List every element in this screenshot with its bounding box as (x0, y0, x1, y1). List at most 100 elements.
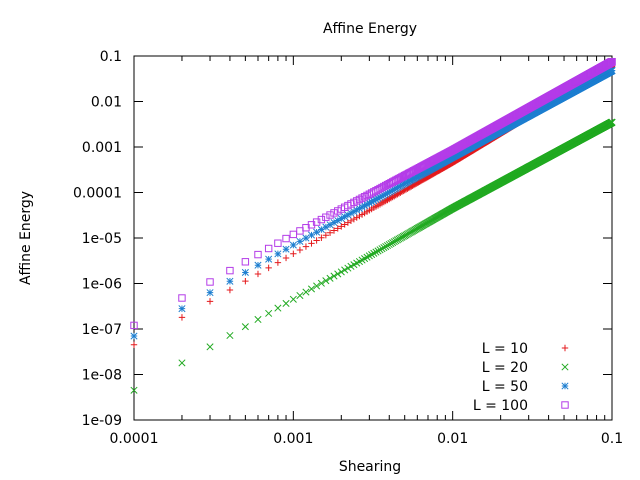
data-point (383, 189, 392, 197)
data-point (326, 229, 334, 237)
data-point (365, 199, 373, 207)
data-point (347, 209, 355, 217)
data-point (337, 215, 345, 223)
data-point (317, 226, 325, 234)
data-point (265, 264, 272, 272)
data-point (358, 203, 366, 211)
data-point (313, 282, 321, 290)
x-tick-label: 0.01 (437, 431, 468, 447)
data-point (313, 228, 321, 236)
series-4 (130, 57, 616, 330)
y-tick-label: 0.0001 (73, 186, 122, 202)
data-point (370, 249, 378, 257)
data-point (296, 246, 304, 254)
data-point (282, 234, 290, 243)
data-point (317, 215, 326, 224)
y-tick-label: 1e-05 (82, 231, 122, 247)
y-tick-label: 0.01 (91, 95, 122, 111)
data-point (374, 247, 382, 255)
axis-ticks: 1e-09 1e-08 1e-07 1e-06 1e-05 0.0001 0.001 0.01… (73, 49, 623, 447)
data-point (274, 259, 282, 266)
data-point (282, 254, 290, 262)
data-point (317, 279, 325, 287)
data-point (178, 359, 186, 367)
data-point (326, 221, 334, 229)
legend: L = 10 L = 20 L = 50 L = 100 (473, 341, 569, 414)
data-point (265, 255, 273, 263)
data-point (387, 187, 395, 195)
data-point (178, 305, 186, 313)
data-point (561, 344, 569, 352)
data-point (376, 193, 384, 201)
data-point (334, 270, 342, 278)
data-point (350, 215, 358, 223)
data-point (334, 216, 342, 225)
data-point (374, 194, 382, 202)
legend-label: L = 50 (482, 379, 528, 395)
data-point (302, 234, 310, 242)
chart-title: Affine Energy (323, 21, 417, 37)
data-point (265, 309, 273, 317)
data-point (312, 218, 321, 226)
data-point (130, 341, 138, 348)
data-point (370, 197, 378, 205)
data-point (341, 221, 348, 228)
data-point (178, 294, 186, 302)
data-point (308, 240, 315, 247)
data-point (608, 66, 616, 75)
data-point (561, 382, 569, 390)
y-tick-label: 0.001 (82, 140, 122, 156)
data-point (326, 274, 334, 282)
data-point (378, 245, 386, 253)
x-tick-label: 0.001 (273, 431, 313, 447)
data-point (385, 240, 393, 249)
y-tick-label: 1e-09 (82, 413, 122, 429)
data-point (289, 241, 297, 249)
data-point (254, 261, 262, 269)
data-point (334, 225, 341, 232)
data-point (274, 304, 282, 312)
data-point (313, 237, 320, 244)
data-point (390, 185, 398, 193)
data-point (302, 288, 310, 296)
data-point (282, 245, 290, 253)
data-point (130, 386, 138, 394)
data-point (307, 285, 316, 293)
data-point (254, 250, 262, 259)
data-point (322, 277, 330, 285)
data-point (296, 291, 304, 300)
data-point (608, 118, 616, 126)
data-point (382, 190, 390, 198)
data-point (380, 191, 388, 199)
data-point (206, 343, 214, 351)
data-point (344, 211, 352, 219)
data-point (290, 250, 297, 257)
data-point (206, 298, 214, 305)
data-point (561, 363, 569, 371)
legend-label: L = 100 (473, 398, 528, 414)
data-point (353, 214, 360, 221)
data-point (330, 227, 338, 234)
data-point (282, 299, 290, 307)
data-point (296, 227, 304, 235)
data-point (383, 241, 392, 250)
data-point (338, 223, 345, 230)
data-point (318, 234, 325, 241)
y-axis-label: Affine Energy (18, 191, 34, 285)
series-2 (130, 118, 616, 394)
data-point (241, 258, 250, 266)
data-point (322, 213, 330, 221)
data-point (226, 266, 234, 275)
data-point (130, 321, 138, 330)
data-point (372, 248, 380, 256)
data-point (274, 239, 282, 247)
data-point (206, 278, 214, 286)
data-point (368, 251, 376, 259)
data-point (385, 188, 393, 196)
data-point (360, 193, 369, 201)
data-point (363, 200, 371, 208)
data-point (226, 286, 234, 294)
y-tick-label: 1e-08 (82, 368, 122, 384)
data-point (307, 231, 316, 239)
